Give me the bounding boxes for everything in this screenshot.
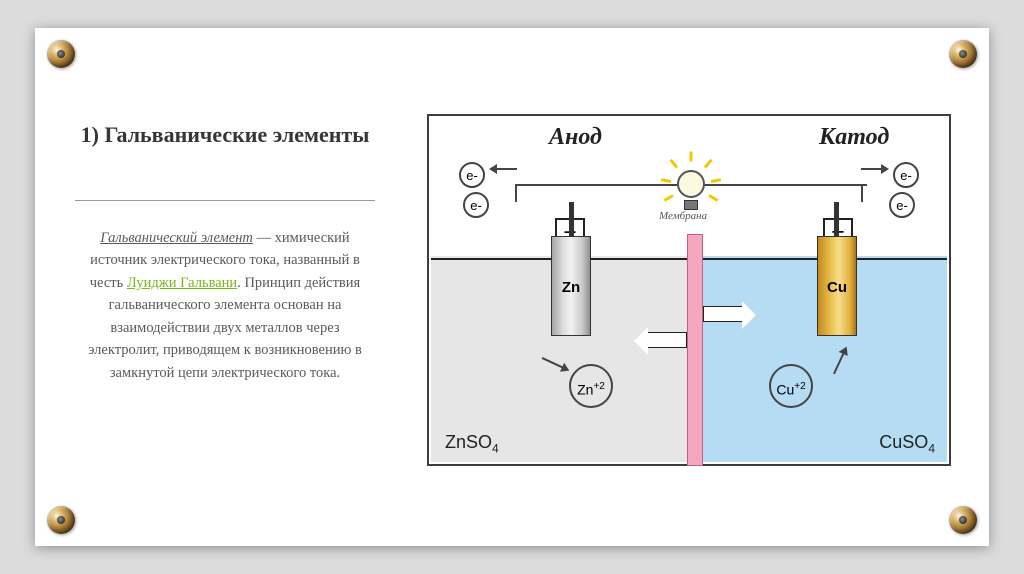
electron-icon: e-	[463, 192, 489, 218]
galvani-link[interactable]: Луиджи Гальвани	[127, 275, 237, 291]
cathode-solution-formula: CuSO4	[879, 432, 935, 456]
slide-body: Гальванический элемент — химический исто…	[75, 227, 375, 384]
copper-electrode: Cu	[817, 236, 857, 336]
electron-icon: e-	[893, 162, 919, 188]
term: Гальванический элемент	[100, 230, 253, 246]
zinc-electrode: Zn	[551, 236, 591, 336]
wire	[861, 184, 863, 202]
anode-label: Анод	[549, 124, 602, 151]
membrane	[687, 234, 703, 466]
electrode-stem	[569, 202, 574, 238]
text-column: 1) Гальванические элементы Гальванически…	[75, 120, 375, 384]
electron-icon: e-	[459, 162, 485, 188]
membrane-flow-right	[703, 306, 743, 322]
rivet-top-left	[47, 40, 75, 68]
electrode-stem	[834, 202, 839, 238]
zinc-ion: Zn+2	[569, 364, 613, 408]
electron-icon: e-	[889, 192, 915, 218]
membrane-flow-left	[647, 332, 687, 348]
rivet-bottom-right	[949, 506, 977, 534]
rivet-bottom-left	[47, 506, 75, 534]
wire	[515, 184, 517, 202]
slide-frame: 1) Гальванические элементы Гальванически…	[35, 28, 989, 546]
galvanic-cell-diagram: Анод Катод e- e- e- e- Мембрана − +	[427, 114, 951, 466]
divider	[75, 200, 375, 201]
cu-symbol: Cu	[818, 279, 856, 296]
membrane-label: Мембрана	[659, 210, 707, 222]
copper-ion: Cu+2	[769, 364, 813, 408]
rivet-top-right	[949, 40, 977, 68]
anode-solution-formula: ZnSO4	[445, 432, 499, 456]
cathode-label: Катод	[819, 124, 889, 151]
current-arrow-right	[861, 168, 883, 170]
bulb-icon	[669, 162, 713, 206]
current-arrow-left	[495, 168, 517, 170]
slide-title: 1) Гальванические элементы	[75, 120, 375, 150]
zn-symbol: Zn	[552, 279, 590, 296]
